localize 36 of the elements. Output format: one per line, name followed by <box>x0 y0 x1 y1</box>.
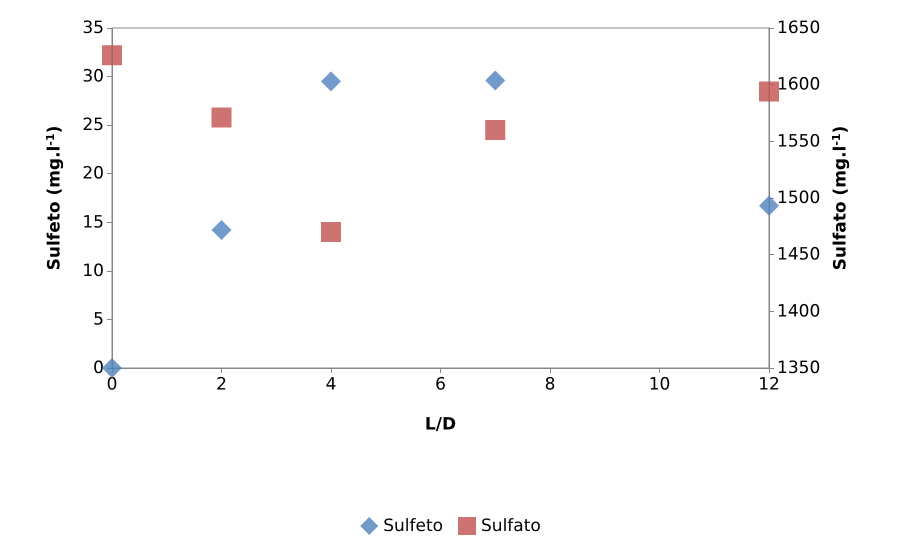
x-tick-label: 10 <box>648 374 670 394</box>
point <box>485 120 506 140</box>
x-tick-label: 0 <box>106 374 118 394</box>
x-tick-label: 8 <box>544 374 556 394</box>
y2-tick-label: 1450 <box>777 244 820 265</box>
y2-tick-label: 1550 <box>777 131 820 152</box>
point <box>212 108 232 128</box>
y2-tick-label: 1500 <box>777 188 820 208</box>
y2-tick-label: 1400 <box>777 301 820 322</box>
x-tick-label: 12 <box>758 374 780 394</box>
point <box>102 358 122 378</box>
x-tick-label: 4 <box>326 374 336 394</box>
y-tick-label: 5 <box>93 309 104 330</box>
x-tick-label: 6 <box>435 374 446 394</box>
point <box>321 71 341 92</box>
y-tick-label: 0 <box>93 358 104 378</box>
point <box>212 220 232 240</box>
x-tick-label: 2 <box>216 374 227 394</box>
legend-label: Sulfeto <box>383 516 444 536</box>
point <box>321 222 341 242</box>
y-axis-title: Sulfeto (mg.l-1) <box>44 126 64 270</box>
legend-label: Sulfato <box>481 516 541 536</box>
y2-axis-title: Sulfato (mg.l-1) <box>830 126 851 270</box>
y-tick-label: 10 <box>82 260 104 281</box>
point <box>759 81 779 102</box>
y-tick-label: 35 <box>82 18 104 38</box>
point <box>102 45 122 66</box>
y2-tick-label: 1350 <box>777 358 820 378</box>
y-tick-label: 20 <box>82 164 104 184</box>
y-tick-label: 25 <box>82 115 104 136</box>
y-tick-label: 15 <box>82 212 104 232</box>
y2-tick-label: 1650 <box>777 18 820 38</box>
point <box>759 196 779 216</box>
point <box>485 70 506 90</box>
x-axis-title: L/D <box>424 414 456 434</box>
y-tick-label: 30 <box>82 66 104 87</box>
